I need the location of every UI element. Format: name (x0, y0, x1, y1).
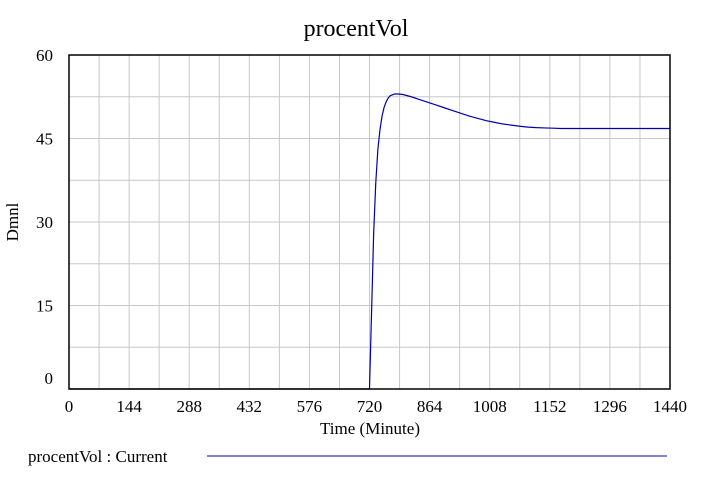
y-tick-labels: 0 15 30 45 60 (36, 46, 53, 388)
y-tick-label: 60 (36, 46, 53, 65)
grid (69, 55, 670, 389)
x-tick-label: 720 (357, 397, 383, 416)
y-tick-label: 45 (36, 130, 53, 149)
y-tick-label: 30 (36, 213, 53, 232)
x-tick-label: 864 (417, 397, 443, 416)
y-tick-label: 15 (36, 297, 53, 316)
x-tick-label: 1152 (533, 397, 566, 416)
x-tick-label: 1440 (653, 397, 687, 416)
chart-title: procentVol (304, 16, 409, 42)
x-tick-label: 1008 (473, 397, 507, 416)
legend-label: procentVol : Current (28, 447, 168, 466)
x-axis-label: Time (Minute) (320, 419, 420, 438)
x-tick-label: 144 (116, 397, 142, 416)
y-axis-label: Dmnl (3, 202, 22, 241)
plot-frame (68, 54, 671, 390)
x-tick-label: 1296 (593, 397, 627, 416)
x-tick-label: 0 (65, 397, 74, 416)
y-tick-label: 0 (45, 369, 54, 388)
x-tick-labels: 0 144 288 432 576 720 864 1008 1152 1296 1440 (65, 397, 687, 416)
x-tick-label: 432 (237, 397, 263, 416)
x-tick-label: 288 (176, 397, 202, 416)
x-tick-label: 576 (297, 397, 323, 416)
